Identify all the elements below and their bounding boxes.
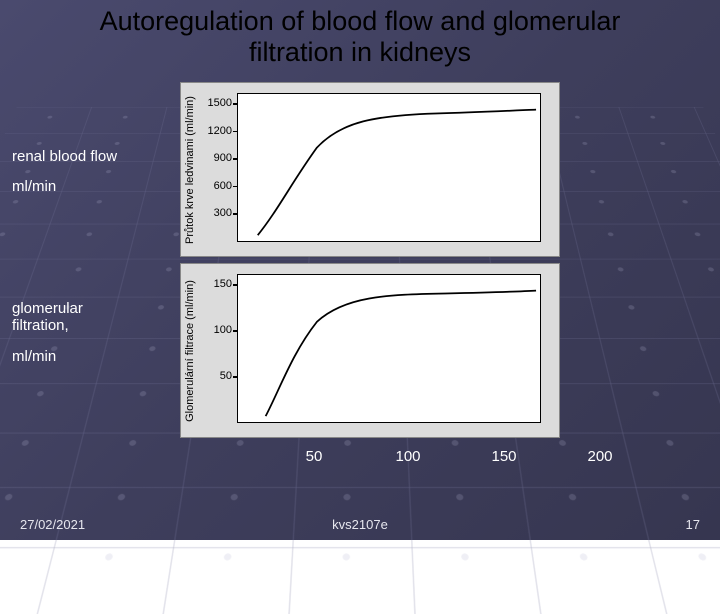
- chart1-ytick: 300: [202, 207, 232, 219]
- chart1-y-axis-title: Průtok krve ledvinami (ml/min): [184, 85, 196, 255]
- chart1-ytick: 900: [202, 152, 232, 164]
- x-axis-tick: 100: [395, 448, 420, 465]
- title-line-2: filtration in kidneys: [249, 37, 471, 67]
- title-line-1: Autoregulation of blood flow and glomeru…: [100, 6, 621, 36]
- chart2-curve-svg: [238, 275, 540, 422]
- chart2-curve: [266, 291, 536, 417]
- gfr-line1: glomerular: [12, 300, 83, 317]
- label-renal-blood-flow: renal blood flow: [12, 148, 117, 165]
- footer-date: 27/02/2021: [20, 517, 85, 532]
- label-glomerular-filtration: glomerular filtration,: [12, 300, 83, 335]
- x-axis-tick: 150: [491, 448, 516, 465]
- chart2-ytick: 50: [202, 370, 232, 382]
- chart1-curve-svg: [238, 94, 540, 241]
- gfr-line2: filtration,: [12, 317, 69, 334]
- label-gfr-units: ml/min: [12, 348, 56, 365]
- chart1-ytick: 1500: [202, 97, 232, 109]
- label-rbf-units: ml/min: [12, 178, 56, 195]
- chart1-ytick: 600: [202, 180, 232, 192]
- chart-glomerular-filtration: Glomerulární filtrace (ml/min) 50100150: [180, 263, 560, 438]
- chart2-ytick: 150: [202, 278, 232, 290]
- chart-renal-blood-flow: Průtok krve ledvinami (ml/min) 300600900…: [180, 82, 560, 257]
- chart-stack: Průtok krve ledvinami (ml/min) 300600900…: [180, 82, 560, 444]
- x-axis-tick: 200: [587, 448, 612, 465]
- page-title: Autoregulation of blood flow and glomeru…: [0, 6, 720, 68]
- chart1-curve: [258, 110, 536, 236]
- x-axis-tick: 50: [306, 448, 323, 465]
- chart2-y-axis-title: Glomerulární filtrace (ml/min): [184, 266, 196, 436]
- chart2-ytick: 100: [202, 324, 232, 336]
- chart1-ytick: 1200: [202, 125, 232, 137]
- chart1-plot-area: 30060090012001500: [237, 93, 541, 242]
- slide-content: Autoregulation of blood flow and glomeru…: [0, 0, 720, 540]
- footer-code: kvs2107e: [332, 517, 388, 532]
- chart2-plot-area: 50100150: [237, 274, 541, 423]
- footer-page-number: 17: [686, 517, 700, 532]
